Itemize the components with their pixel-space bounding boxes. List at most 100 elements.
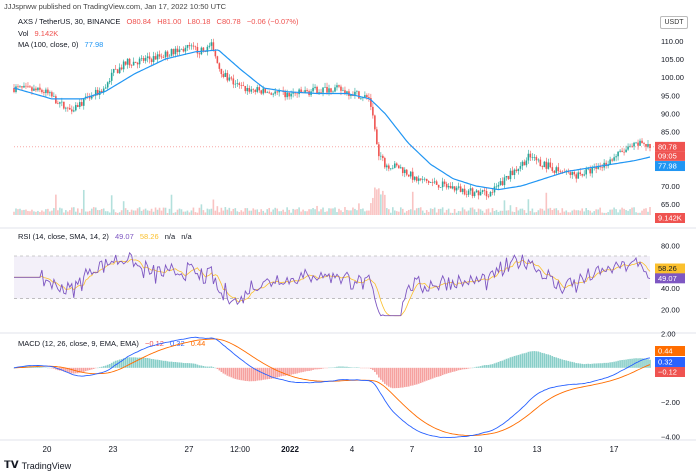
candle-body [27,86,29,87]
macd-label[interactable]: MACD (12, 26, close, 9, EMA, EMA) [18,339,139,348]
symbol-label[interactable]: AXS / TetherUS, 30, BINANCE [18,17,121,26]
candle-body [533,157,536,158]
macd-histogram-bar [441,367,444,376]
candle-body [118,67,121,74]
macd-histogram-bar [37,366,39,368]
volume-bar [605,212,607,215]
candle-body [517,168,520,172]
candle-body [238,83,241,86]
macd-histogram-bar [374,367,376,373]
volume-bar [162,207,165,215]
candle-body [467,190,470,195]
macd-histogram-bar [419,367,422,384]
candle-body [224,72,227,77]
macd-histogram-bar [390,367,392,388]
volume-bar [140,210,143,215]
volume-bar [53,208,55,215]
candle-body [222,74,225,77]
rsi-line [14,251,651,317]
volume-bar [403,212,406,215]
volume-bar [250,210,253,215]
candle-body [17,86,19,88]
macd-histogram-bar [537,351,540,368]
candle-body [571,172,574,175]
volume-bar [401,208,404,215]
macd-histogram-bar [90,367,93,370]
volume-bar [106,211,109,215]
vol-label[interactable]: Vol [18,29,29,38]
candle-body [88,97,91,99]
ma-label[interactable]: MA (100, close, 0) [18,40,79,49]
macd-histogram-bar [370,367,372,369]
volume-bar [459,211,462,215]
macd-histogram-bar [569,361,572,368]
macd-histogram-bar [136,357,139,368]
candle-body [535,157,538,161]
macd-histogram-bar [282,367,284,376]
candle-body [551,167,554,171]
volume-bar [320,209,322,215]
current-price-label-bg [655,141,685,152]
volume-bar [511,211,514,215]
candle-body [545,161,548,169]
candle-body [340,86,342,91]
volume-bar [415,208,418,215]
volume-bar [292,208,294,215]
candle-body [541,166,544,168]
macd-histogram-bar [236,367,239,380]
candle-body [55,96,57,104]
candle-body [429,182,432,183]
macd-histogram-bar [228,367,231,377]
macd-histogram-bar [266,367,269,380]
volume-bar [330,208,332,215]
candle-body [252,89,255,90]
macd-histogram-bar [204,366,207,368]
macd-line [13,336,651,438]
volume-bar [230,211,233,215]
macd-histogram-bar [563,360,566,368]
price-axis-label: 110.00 [661,37,683,46]
macd-histogram-bar [274,367,276,378]
volume-bar [326,211,328,215]
candle-body [537,159,540,161]
volume-bar [587,210,589,215]
rsi-label[interactable]: RSI (14, close, SMA, 14, 2) [18,232,109,241]
ma-price-label-bg [655,161,685,172]
volume-bar [427,211,430,215]
candle-body [342,90,344,91]
volume-bar [467,210,470,215]
volume-bar [134,210,137,215]
candle-body [469,188,472,191]
volume-bar [513,212,516,215]
volume-bar [631,207,633,215]
volume-bar [362,208,364,215]
candle-body [216,56,219,64]
macd-histogram-bar [198,365,201,368]
candle-body [37,87,39,91]
macd-histogram-bar [152,359,155,368]
macd-histogram-bar [643,358,645,368]
macd-histogram-bar [529,351,532,368]
macd-histogram-bar [517,354,520,368]
macd-histogram-bar [148,358,151,368]
high-value: H81.00 [157,17,182,26]
candle-body [59,102,61,104]
rsi-na-1: n/a [164,232,176,241]
macd-histogram-bar [346,366,348,368]
currency-button[interactable]: USDT [660,16,688,29]
candle-body [344,90,346,94]
volume-bar [132,210,135,215]
macd-histogram-bar [192,363,195,368]
candle-body [53,96,55,97]
volume-bar [144,208,147,215]
candle-body [392,167,394,169]
volume-bar [545,192,548,215]
macd-histogram-bar [220,367,223,372]
volume-bar [342,211,344,215]
candle-body [57,103,59,104]
candle-body [390,168,392,170]
candle-body [513,169,516,176]
macd-histogram-bar [88,367,91,371]
macd-histogram-bar [158,359,161,368]
